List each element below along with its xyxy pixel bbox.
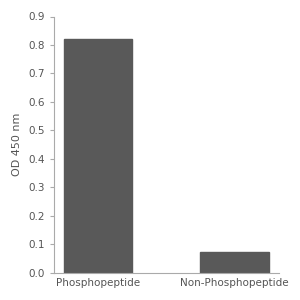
Bar [200,252,269,273]
Bar [64,39,132,273]
Y-axis label: OD 450 nm: OD 450 nm [13,113,22,176]
